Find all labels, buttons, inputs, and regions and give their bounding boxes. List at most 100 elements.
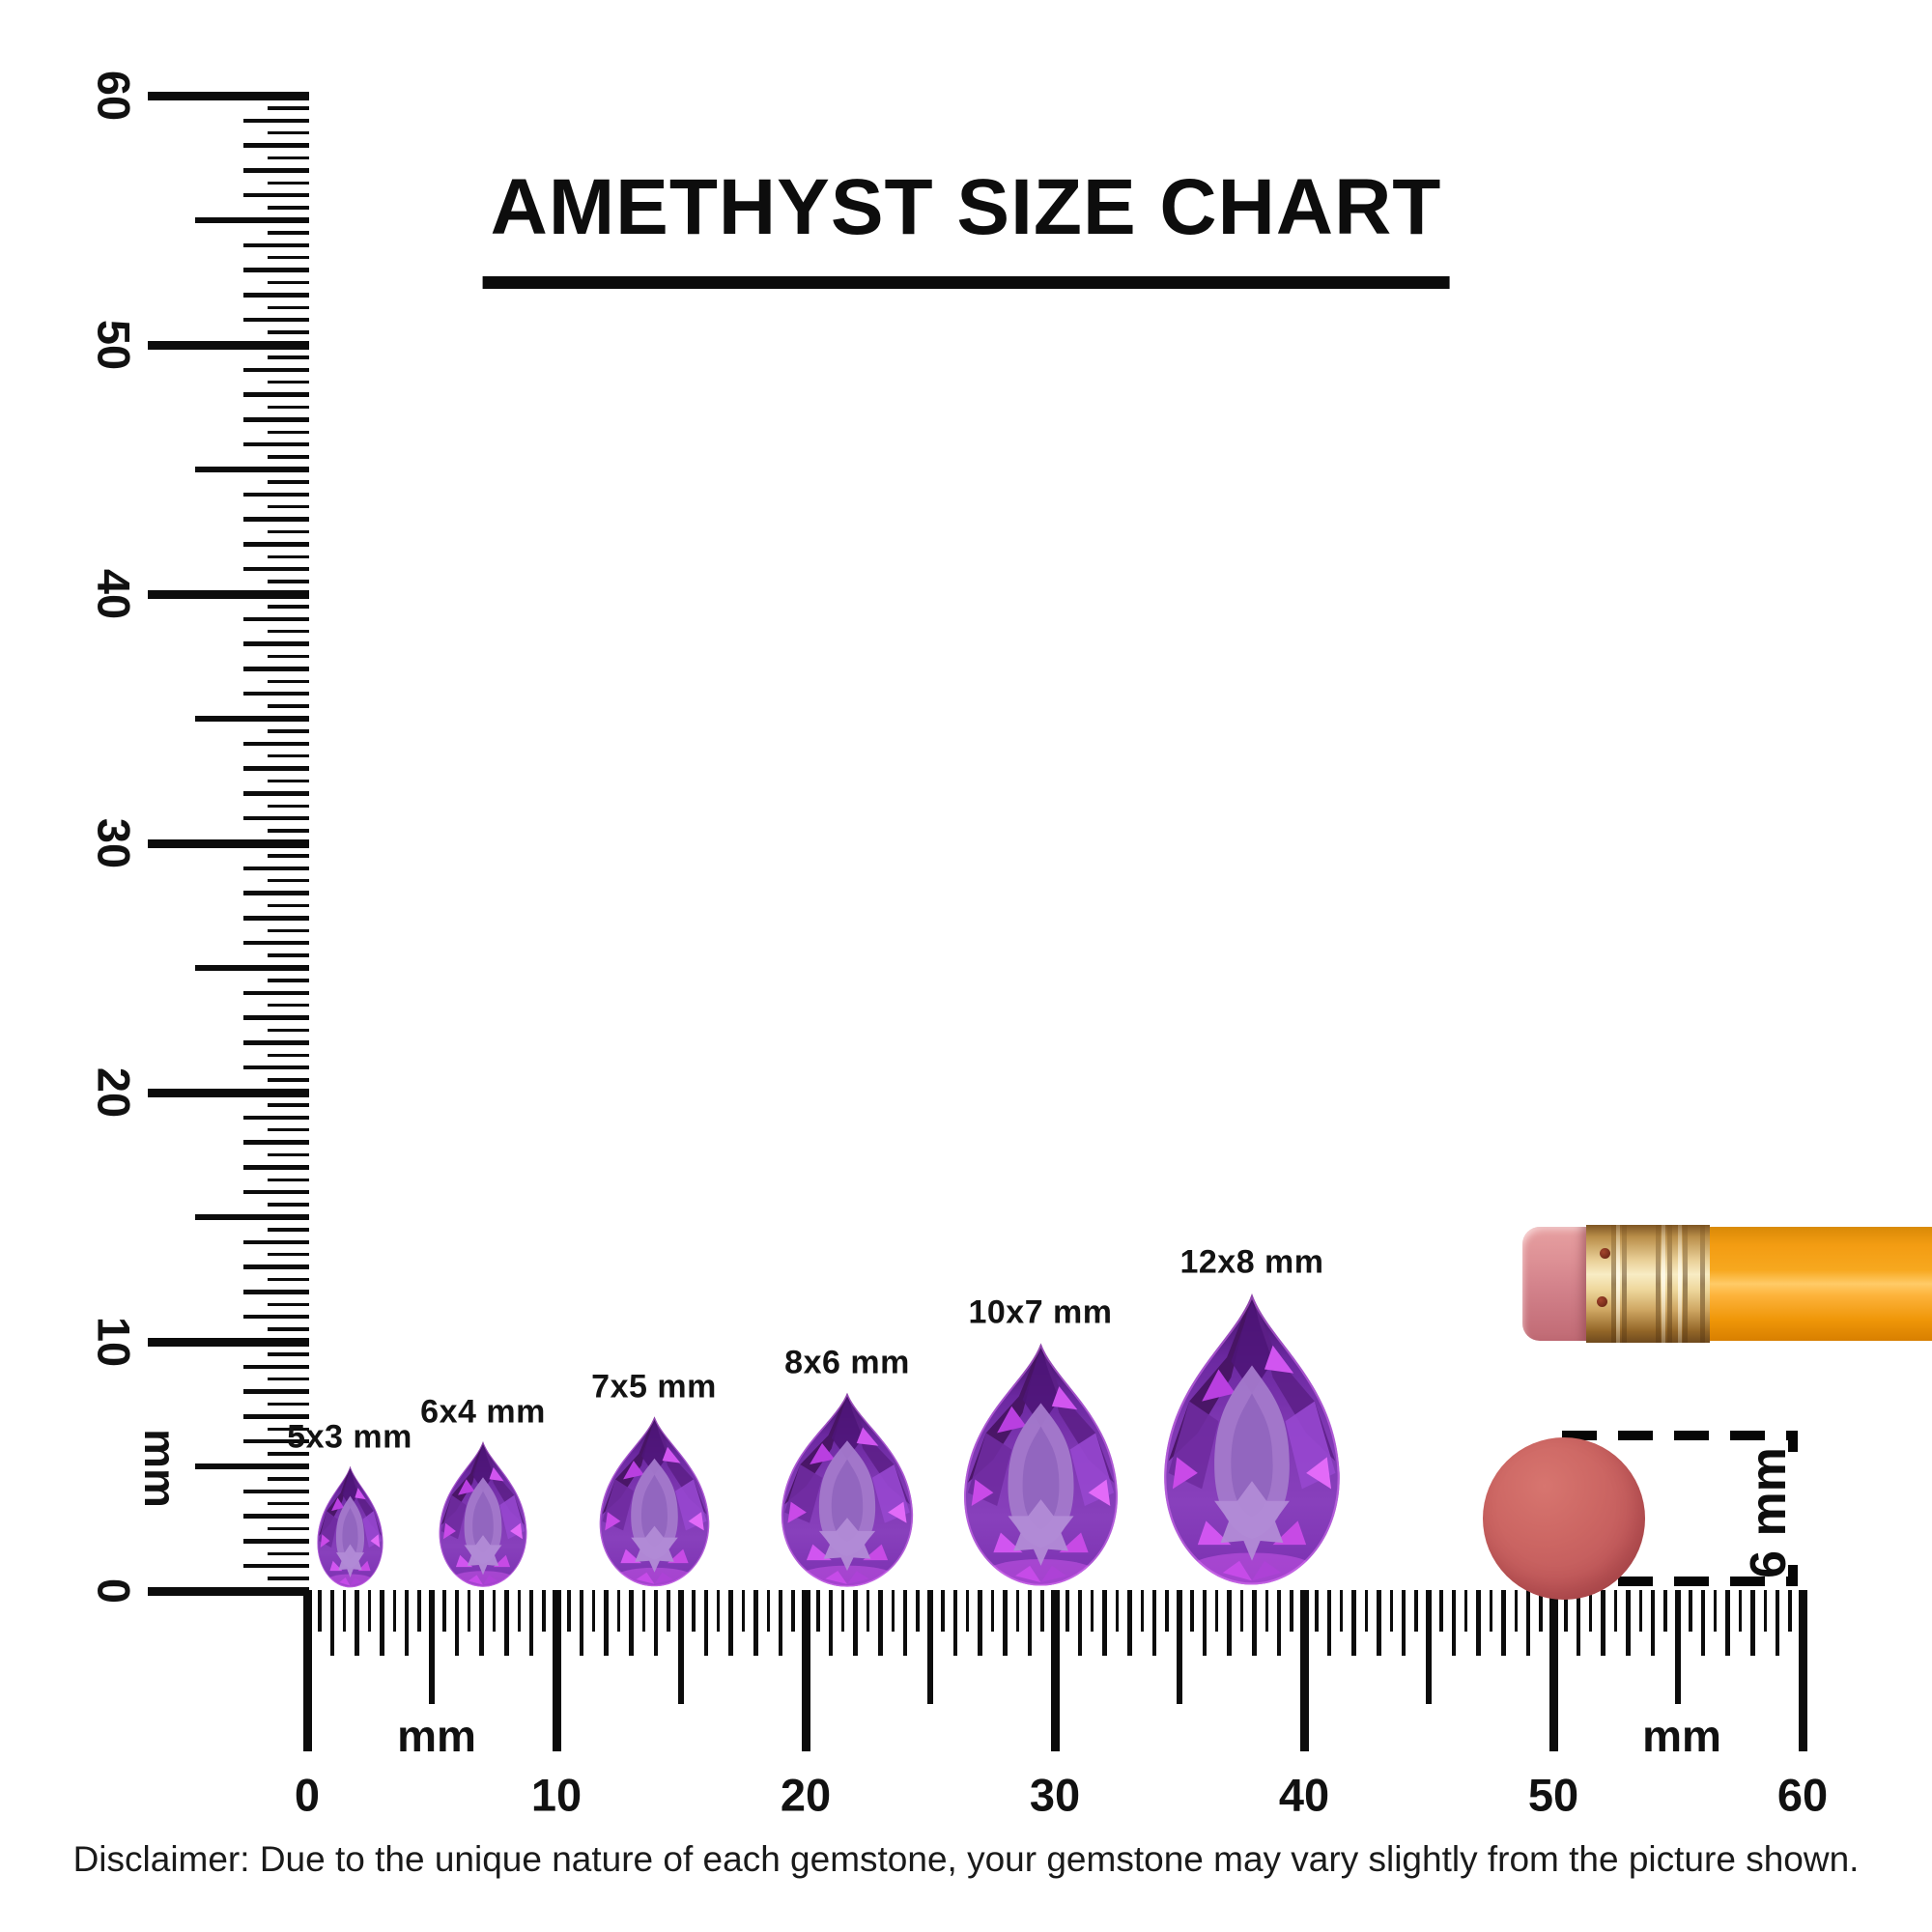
horizontal-ruler-tick xyxy=(1775,1590,1780,1656)
vertical-ruler-tick xyxy=(268,1427,309,1432)
vertical-ruler-tick xyxy=(268,1277,309,1282)
vertical-ruler-tick xyxy=(243,1239,309,1245)
horizontal-ruler-tick xyxy=(952,1590,958,1656)
vertical-ruler-tick xyxy=(268,355,309,359)
vertical-ruler-tick xyxy=(195,1463,309,1469)
vertical-ruler-tick xyxy=(195,716,309,722)
horizontal-ruler-tick xyxy=(1326,1590,1332,1656)
vertical-ruler-tick xyxy=(195,965,309,971)
amethyst-gem-image xyxy=(311,1464,389,1589)
horizontal-ruler-tick xyxy=(1165,1590,1169,1632)
horizontal-ruler-tick xyxy=(417,1590,421,1632)
horizontal-ruler-tick xyxy=(801,1590,810,1751)
horizontal-ruler-unit-label-right: mm xyxy=(1642,1711,1721,1761)
vertical-ruler-tick xyxy=(268,1551,309,1556)
horizontal-ruler-tick xyxy=(641,1590,646,1632)
horizontal-ruler-tick xyxy=(1015,1590,1020,1632)
vertical-ruler-tick xyxy=(243,1414,309,1419)
horizontal-ruler-tick xyxy=(678,1590,684,1704)
vertical-ruler-tick xyxy=(243,143,309,148)
vertical-ruler-tick xyxy=(268,504,309,509)
vertical-ruler-tick xyxy=(268,1501,309,1506)
vertical-ruler-tick xyxy=(268,854,309,858)
vertical-ruler-tick xyxy=(268,580,309,583)
horizontal-ruler-tick xyxy=(1763,1590,1768,1632)
horizontal-ruler-tick xyxy=(1040,1590,1044,1632)
vertical-ruler-tick xyxy=(243,1165,309,1170)
vertical-ruler-tick xyxy=(243,866,309,871)
horizontal-ruler-tick xyxy=(1090,1590,1094,1632)
ferrule-ridge xyxy=(1667,1225,1672,1343)
horizontal-ruler-tick xyxy=(342,1590,347,1632)
horizontal-ruler-tick xyxy=(1463,1590,1468,1632)
gem-size-label: 7x5 mm xyxy=(591,1368,717,1406)
gem-size-label: 10x7 mm xyxy=(968,1293,1113,1331)
pencil xyxy=(1522,1225,1932,1343)
horizontal-ruler-tick xyxy=(567,1590,571,1632)
horizontal-ruler-tick xyxy=(454,1590,460,1656)
horizontal-ruler-tick xyxy=(1750,1590,1755,1656)
horizontal-ruler-tick xyxy=(1389,1590,1394,1632)
pencil-ferrule xyxy=(1586,1225,1710,1343)
vertical-ruler-tick xyxy=(268,1053,309,1058)
vertical-ruler-tick xyxy=(268,629,309,634)
horizontal-ruler-tick xyxy=(741,1590,746,1632)
vertical-ruler-tick xyxy=(268,1526,309,1531)
vertical-ruler-tick xyxy=(243,616,309,622)
horizontal-ruler-tick xyxy=(692,1590,696,1632)
vertical-ruler-tick xyxy=(268,753,309,758)
horizontal-ruler-tick xyxy=(853,1590,858,1656)
horizontal-ruler-tick xyxy=(778,1590,783,1656)
horizontal-ruler-tick xyxy=(1102,1590,1107,1656)
vertical-ruler-tick xyxy=(243,940,309,946)
horizontal-ruler-tick xyxy=(1401,1590,1406,1656)
vertical-ruler-number: 40 xyxy=(88,568,140,620)
vertical-ruler-tick xyxy=(268,529,309,534)
vertical-ruler-tick xyxy=(268,979,309,982)
vertical-ruler-tick xyxy=(268,405,309,410)
vertical-ruler-tick xyxy=(243,118,309,124)
vertical-ruler-tick xyxy=(268,1452,309,1456)
gem-size-label: 5x3 mm xyxy=(287,1418,412,1456)
horizontal-ruler-tick xyxy=(604,1590,609,1656)
horizontal-ruler-tick xyxy=(978,1590,982,1656)
vertical-ruler-tick xyxy=(243,1290,309,1294)
horizontal-ruler-tick xyxy=(1027,1590,1033,1656)
vertical-ruler-tick xyxy=(268,729,309,733)
vertical-ruler-tick xyxy=(268,1152,309,1157)
horizontal-ruler-number: 10 xyxy=(530,1769,582,1821)
horizontal-ruler-tick xyxy=(716,1590,721,1632)
vertical-ruler-tick xyxy=(268,878,309,883)
horizontal-ruler-tick xyxy=(941,1590,945,1632)
vertical-ruler-tick xyxy=(243,542,309,547)
horizontal-ruler-tick xyxy=(1127,1590,1132,1656)
horizontal-ruler-tick xyxy=(479,1590,484,1656)
vertical-ruler-tick xyxy=(243,441,309,447)
horizontal-ruler-tick xyxy=(1514,1590,1519,1632)
ferrule-ridge xyxy=(1700,1225,1705,1343)
vertical-ruler-tick xyxy=(268,829,309,833)
horizontal-ruler-tick xyxy=(1339,1590,1344,1632)
vertical-ruler-tick xyxy=(243,492,309,497)
vertical-ruler-tick xyxy=(243,1189,309,1195)
horizontal-ruler-tick xyxy=(1190,1590,1194,1632)
horizontal-ruler-number: 60 xyxy=(1776,1769,1829,1821)
horizontal-ruler-tick xyxy=(1700,1590,1706,1656)
vertical-ruler-tick xyxy=(148,838,309,848)
vertical-ruler-tick xyxy=(148,1088,309,1097)
horizontal-ruler-tick xyxy=(1476,1590,1481,1656)
vertical-ruler-number: 10 xyxy=(88,1316,140,1368)
horizontal-ruler-tick xyxy=(1214,1590,1219,1632)
horizontal-ruler-tick xyxy=(616,1590,621,1632)
vertical-ruler-tick xyxy=(268,1028,309,1033)
vertical-ruler-unit-label: mm xyxy=(135,1429,185,1508)
vertical-ruler-number: 60 xyxy=(88,70,140,122)
vertical-ruler-tick xyxy=(243,268,309,272)
vertical-ruler-tick xyxy=(268,106,309,110)
vertical-ruler-tick xyxy=(243,242,309,248)
amethyst-gem-image xyxy=(1148,1290,1356,1589)
vertical-ruler-tick xyxy=(268,380,309,384)
vertical-ruler-tick xyxy=(268,928,309,933)
ferrule-ridge xyxy=(1622,1225,1627,1343)
vertical-ruler-tick xyxy=(268,181,309,185)
